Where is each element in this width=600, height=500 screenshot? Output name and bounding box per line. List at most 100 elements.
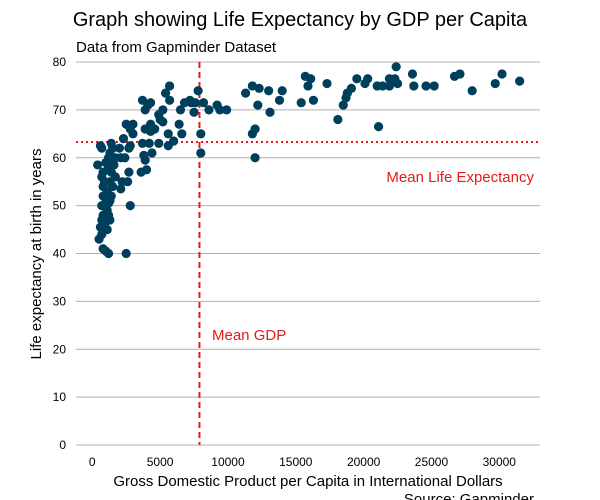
data-point — [421, 81, 431, 91]
data-point — [139, 150, 149, 160]
data-point — [429, 81, 439, 91]
y-axis-label: Life expectancy at birth in years — [28, 149, 45, 360]
data-point — [373, 122, 384, 132]
data-point — [146, 98, 156, 108]
data-point — [240, 88, 251, 98]
x-tick-label: 30000 — [483, 455, 517, 469]
data-point — [137, 95, 148, 105]
data-point — [165, 95, 175, 105]
data-point — [99, 177, 110, 187]
data-point — [333, 114, 343, 125]
gridlines — [76, 61, 540, 446]
data-point — [116, 184, 126, 194]
data-point — [137, 138, 148, 148]
x-tick-label: 0 — [89, 455, 96, 469]
data-point — [103, 248, 114, 259]
data-point — [122, 177, 133, 187]
mean-life-expectancy-label: Mean Life Expectancy — [386, 169, 534, 186]
x-tick-label: 15000 — [279, 455, 313, 469]
data-point — [125, 141, 135, 151]
data-point — [114, 143, 125, 153]
data-point — [409, 81, 419, 91]
y-tick-label: 40 — [53, 247, 67, 261]
data-point — [254, 83, 264, 93]
data-point — [169, 136, 179, 146]
data-point — [204, 105, 214, 115]
data-point — [125, 201, 135, 211]
data-point — [144, 138, 154, 148]
data-point — [177, 129, 187, 139]
y-tick-label: 0 — [59, 438, 66, 452]
source-note: Source: Gapminder — [404, 491, 534, 500]
data-point — [341, 93, 351, 103]
data-point — [387, 76, 397, 86]
data-point — [338, 100, 348, 110]
y-tick-label: 20 — [53, 342, 67, 356]
chart-subtitle: Data from Gapminder Dataset — [76, 39, 277, 56]
data-point — [110, 172, 120, 182]
data-point — [146, 126, 156, 137]
data-point — [174, 119, 184, 129]
mean-gdp-label: Mean GDP — [212, 327, 286, 344]
data-point — [250, 124, 260, 134]
data-point — [158, 105, 168, 115]
x-axis-label: Gross Domestic Product per Capita in Int… — [113, 473, 502, 490]
data-point — [264, 86, 274, 96]
x-tick-label: 25000 — [415, 455, 449, 469]
data-point — [253, 100, 263, 110]
data-point — [105, 196, 115, 206]
data-point — [277, 86, 287, 96]
y-tick-label: 60 — [53, 151, 67, 165]
data-point — [265, 107, 275, 117]
y-tick-label: 30 — [53, 294, 67, 308]
data-point — [116, 153, 126, 163]
data-point — [515, 76, 525, 86]
data-point — [363, 74, 373, 84]
data-point — [160, 88, 171, 98]
x-axis-ticks: 0 5000 10000 15000 20000 25000 30000 — [89, 455, 516, 469]
data-point — [221, 105, 232, 115]
data-point — [97, 143, 107, 153]
data-point — [322, 78, 332, 89]
data-point — [308, 95, 319, 105]
x-tick-label: 10000 — [211, 455, 245, 469]
data-point — [163, 129, 173, 139]
data-point — [154, 138, 164, 148]
data-point — [105, 215, 115, 225]
data-point — [189, 107, 199, 117]
data-point — [141, 165, 152, 175]
x-tick-label: 20000 — [347, 455, 381, 469]
data-point — [124, 167, 134, 177]
data-point — [346, 83, 357, 93]
y-axis-ticks: 0 10 20 30 40 50 60 70 80 — [53, 55, 67, 452]
data-point — [165, 81, 175, 91]
data-point — [215, 105, 225, 115]
data-point — [391, 62, 401, 72]
data-point — [250, 153, 260, 163]
data-point — [198, 98, 209, 108]
data-point — [175, 105, 186, 115]
data-point — [467, 86, 477, 96]
data-point — [274, 95, 285, 105]
data-point — [196, 129, 206, 139]
x-tick-label: 5000 — [147, 455, 174, 469]
data-point — [93, 160, 103, 170]
data-point — [490, 78, 500, 89]
data-point — [306, 74, 316, 84]
data-point — [296, 98, 306, 108]
data-point — [407, 69, 418, 79]
data-point — [108, 181, 118, 192]
data-point — [128, 119, 138, 129]
data-point — [118, 134, 129, 144]
data-point — [352, 74, 362, 84]
data-point — [158, 117, 168, 127]
data-point — [102, 224, 112, 235]
y-tick-label: 50 — [53, 199, 67, 213]
data-point — [196, 148, 206, 158]
data-point — [378, 81, 388, 91]
y-tick-label: 10 — [53, 390, 67, 404]
data-point — [193, 86, 203, 96]
data-point — [121, 248, 131, 259]
data-point — [103, 162, 114, 172]
